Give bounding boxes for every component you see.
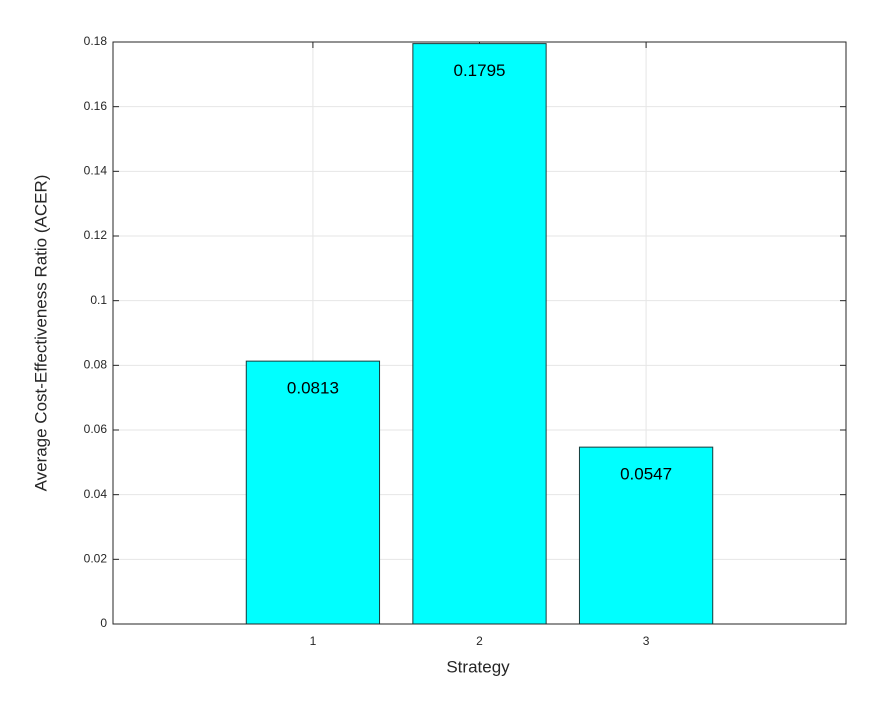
x-tick-label: 2 bbox=[476, 634, 483, 648]
bar bbox=[245, 360, 381, 625]
y-tick-label: 0.16 bbox=[84, 99, 108, 113]
y-axis-label: Average Cost-Effectiveness Ratio (ACER) bbox=[31, 175, 50, 492]
x-tick-label: 3 bbox=[643, 634, 650, 648]
x-axis-label: Strategy bbox=[446, 657, 510, 676]
y-tick-label: 0.14 bbox=[84, 164, 108, 178]
y-tick-label: 0.04 bbox=[84, 487, 108, 501]
y-tick-label: 0 bbox=[100, 616, 107, 630]
bar bbox=[412, 43, 547, 625]
data-label: 0.0813 bbox=[287, 379, 339, 398]
data-label: 0.1795 bbox=[454, 61, 506, 80]
x-tick-label: 1 bbox=[310, 634, 317, 648]
y-tick-label: 0.06 bbox=[84, 422, 108, 436]
y-tick-label: 0.02 bbox=[84, 552, 108, 566]
y-tick-label: 0.08 bbox=[84, 358, 108, 372]
data-label: 0.0547 bbox=[620, 465, 672, 484]
y-tick-label: 0.12 bbox=[84, 228, 108, 242]
y-tick-label: 0.1 bbox=[90, 293, 107, 307]
bar bbox=[578, 446, 714, 625]
plot-frame bbox=[112, 41, 847, 625]
y-tick-label: 0.18 bbox=[84, 34, 108, 48]
